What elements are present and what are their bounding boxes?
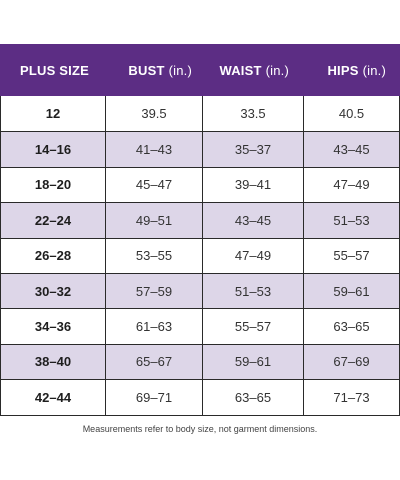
table-row: 18–20 45–47 39–41 47–49 [1, 166, 399, 203]
waist-cell: 47–49 [202, 238, 303, 273]
hips-cell: 51–53 [303, 203, 399, 238]
header-plus-size-label: PLUS SIZE [20, 62, 89, 78]
waist-cell: 33.5 [202, 96, 303, 132]
bust-cell: 45–47 [105, 167, 202, 203]
size-chart-table: PLUS SIZE BUST (in.) WAIST (in.) HIPS (i… [0, 44, 400, 416]
table-row: 34–36 61–63 55–57 63–65 [1, 308, 399, 344]
waist-cell: 55–57 [202, 309, 303, 344]
table-row: 30–32 57–59 51–53 59–61 [1, 272, 399, 309]
size-cell: 22–24 [34, 212, 72, 228]
hips-cell: 40.5 [303, 96, 399, 132]
header-bust-unit: (in.) [168, 62, 192, 78]
footnote: Measurements refer to body size, not gar… [82, 424, 318, 434]
table-row: 42–44 69–71 63–65 71–73 [1, 379, 399, 415]
size-cell: 38–40 [34, 354, 72, 370]
table-row: 14–16 41–43 35–37 43–45 [1, 131, 399, 167]
hips-cell: 63–65 [303, 309, 399, 344]
waist-cell: 59–61 [202, 344, 303, 380]
hips-cell: 47–49 [303, 167, 399, 203]
bust-cell: 69–71 [105, 380, 202, 415]
waist-cell: 43–45 [202, 203, 303, 238]
bust-cell: 49–51 [105, 203, 202, 238]
table-row: 38–40 65–67 59–61 67–69 [1, 343, 399, 380]
size-cell: 42–44 [34, 389, 72, 405]
header-hips-unit: (in.) [362, 62, 386, 78]
hips-cell: 43–45 [303, 132, 399, 167]
waist-cell: 51–53 [202, 273, 303, 309]
header-bust-label: BUST [128, 62, 165, 78]
hips-cell: 71–73 [303, 380, 399, 415]
size-cell: 12 [45, 106, 61, 122]
hips-cell: 59–61 [303, 273, 399, 309]
size-cell: 14–16 [34, 142, 72, 158]
table-row: 12 39.5 33.5 40.5 [1, 96, 399, 132]
bust-cell: 53–55 [105, 238, 202, 273]
bust-cell: 61–63 [105, 309, 202, 344]
table-row: 26–28 53–55 47–49 55–57 [1, 237, 399, 273]
waist-cell: 39–41 [202, 167, 303, 203]
bust-cell: 39.5 [105, 96, 202, 132]
waist-cell: 35–37 [202, 132, 303, 167]
bust-cell: 65–67 [105, 344, 202, 380]
bust-cell: 41–43 [105, 132, 202, 167]
header-waist: WAIST (in.) [202, 44, 303, 96]
table-body: 12 39.5 33.5 40.5 14–16 41–43 35–37 43–4… [0, 96, 400, 416]
waist-cell: 63–65 [202, 380, 303, 415]
size-cell: 26–28 [34, 248, 72, 264]
header-bust: BUST (in.) [105, 44, 202, 96]
header-waist-unit: (in.) [265, 62, 289, 78]
hips-cell: 67–69 [303, 344, 399, 380]
bust-cell: 57–59 [105, 273, 202, 309]
size-cell: 30–32 [34, 283, 72, 299]
hips-cell: 55–57 [303, 238, 399, 273]
size-cell: 18–20 [34, 177, 72, 193]
header-hips-label: HIPS [327, 62, 359, 78]
header-plus-size: PLUS SIZE [0, 44, 105, 96]
size-cell: 34–36 [34, 319, 72, 335]
table-header: PLUS SIZE BUST (in.) WAIST (in.) HIPS (i… [0, 44, 400, 96]
header-hips: HIPS (in.) [303, 44, 400, 96]
header-waist-label: WAIST [219, 62, 262, 78]
table-row: 22–24 49–51 43–45 51–53 [1, 202, 399, 238]
